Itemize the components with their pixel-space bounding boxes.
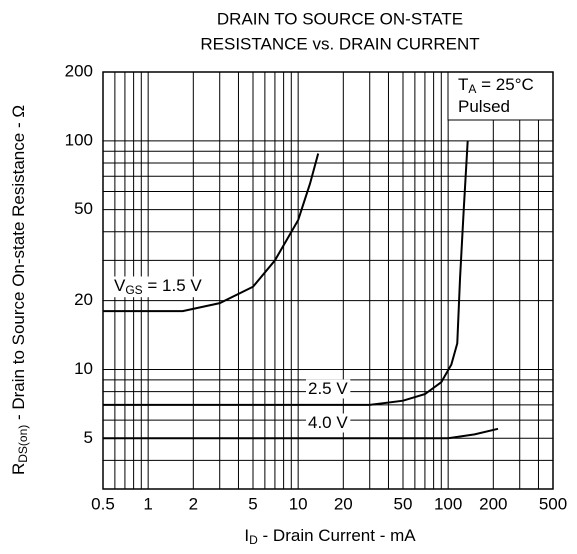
y-tick-label: 100 — [65, 130, 93, 149]
series-label-part: V — [114, 276, 126, 295]
series-label-part: = 1.5 V — [143, 276, 203, 295]
series-label-background — [306, 379, 351, 399]
y-tick-label: 5 — [84, 428, 93, 447]
y-axis-label-part: R — [9, 463, 28, 475]
series-label-background — [112, 276, 205, 298]
annotation: TA = 25°C — [458, 75, 534, 96]
x-tick-label: 100 — [434, 494, 462, 513]
x-tick-label: 50 — [394, 494, 413, 513]
annotation-part: A — [468, 82, 476, 96]
x-axis-label: ID - Drain Current - mA — [244, 526, 416, 547]
x-tick-label: 0.5 — [91, 494, 115, 513]
chart-title: RESISTANCE vs. DRAIN CURRENT — [200, 34, 479, 53]
chart-title: DRAIN TO SOURCE ON-STATE — [217, 9, 463, 28]
x-axis-label-part: I — [244, 526, 249, 545]
y-tick-label: 200 — [65, 61, 93, 80]
series-label: 4.0 V — [308, 413, 348, 432]
series-label-part: 4.0 V — [308, 413, 348, 432]
annotation-box — [447, 71, 554, 121]
x-axis-label-part: D — [249, 533, 258, 547]
y-axis-label-part: - Drain to Source On-state Resistance - … — [9, 105, 28, 425]
series-label-part: GS — [125, 283, 142, 297]
x-tick-label: 20 — [334, 494, 353, 513]
series-line — [103, 427, 499, 440]
series-label: VGS = 1.5 V — [114, 276, 202, 297]
annotation: Pulsed — [458, 97, 510, 116]
series-label-background — [306, 413, 351, 433]
x-tick-label: 5 — [248, 494, 257, 513]
x-tick-label: 2 — [189, 494, 198, 513]
y-axis-label-part: DS(on) — [16, 425, 30, 463]
series-line — [103, 153, 320, 313]
x-tick-label: 10 — [289, 494, 308, 513]
y-tick-label: 10 — [74, 359, 93, 378]
series-label: 2.5 V — [308, 379, 348, 398]
y-tick-label: 50 — [74, 199, 93, 218]
plot-frame — [102, 71, 554, 490]
x-axis-label-part: - Drain Current - mA — [258, 526, 416, 545]
annotation-part: = 25°C — [476, 75, 533, 94]
series-line — [103, 140, 469, 406]
x-tick-label: 1 — [143, 494, 152, 513]
x-tick-label: 200 — [479, 494, 507, 513]
x-tick-label: 500 — [539, 494, 567, 513]
y-tick-label: 20 — [74, 290, 93, 309]
annotation-part: T — [458, 75, 468, 94]
y-axis-label: RDS(on) - Drain to Source On-state Resis… — [9, 105, 30, 475]
series-label-part: 2.5 V — [308, 379, 348, 398]
annotation-part: Pulsed — [458, 97, 510, 116]
